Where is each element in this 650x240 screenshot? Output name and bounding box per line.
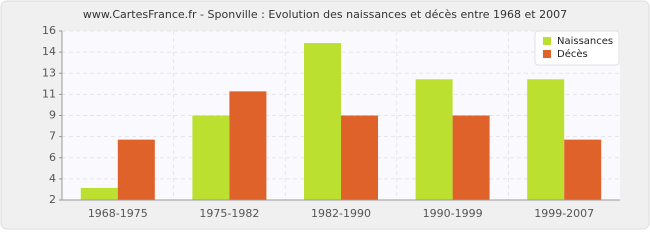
bar — [527, 79, 565, 200]
legend-label: Naissances — [557, 36, 613, 47]
x-tick-label: 1999-2007 — [534, 207, 594, 220]
x-tick-label: 1982-1990 — [311, 207, 371, 220]
bar — [304, 43, 341, 201]
bar — [452, 115, 490, 200]
bar — [564, 139, 602, 200]
bar — [80, 187, 118, 200]
y-tick-label: 4 — [49, 172, 56, 185]
y-tick-label: 14 — [42, 45, 56, 58]
bar — [192, 115, 230, 200]
bar — [341, 115, 378, 200]
x-tick-label: 1975-1982 — [199, 207, 259, 220]
legend-label: Décès — [557, 48, 588, 60]
page: {"chart_data": {"type": "bar", "title": … — [0, 0, 650, 230]
y-tick-label: 6 — [49, 151, 56, 164]
legend-swatch — [543, 50, 551, 58]
x-tick-label: 1990-1999 — [423, 207, 483, 220]
y-tick-label: 7 — [49, 130, 56, 143]
y-tick-label: 13 — [42, 66, 56, 79]
y-tick-label: 9 — [49, 109, 56, 122]
y-tick-label: 2 — [49, 193, 56, 206]
bar — [117, 139, 155, 200]
chart: www.CartesFrance.fr - Sponville : Evolut… — [0, 0, 650, 230]
y-tick-label: 16 — [42, 24, 56, 37]
x-tick-label: 1968-1975 — [88, 207, 148, 220]
y-tick-label: 11 — [42, 87, 56, 100]
bar — [229, 91, 267, 200]
legend-box — [534, 30, 620, 66]
bar — [415, 79, 453, 200]
chart-title: www.CartesFrance.fr - Sponville : Evolut… — [83, 8, 567, 21]
legend-swatch — [543, 37, 551, 45]
